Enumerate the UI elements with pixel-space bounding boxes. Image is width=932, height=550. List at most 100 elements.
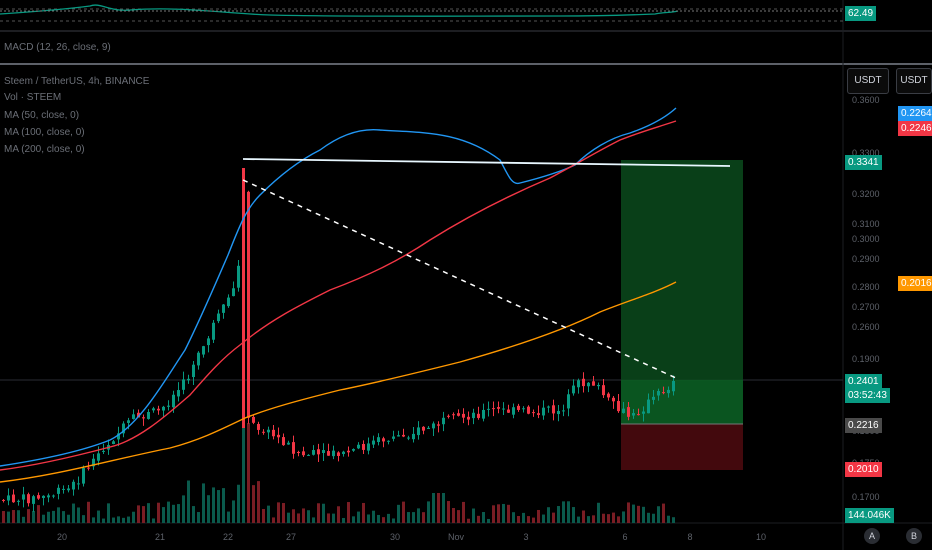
volume-bar xyxy=(157,502,160,523)
price-tick-label: 0.3200 xyxy=(852,189,880,199)
countdown-tag: 03:52:43 xyxy=(845,388,890,403)
candle-body xyxy=(642,411,645,414)
ma200-price-tag: 0.2016 xyxy=(898,276,932,291)
candle-body xyxy=(557,410,560,415)
candle-body xyxy=(102,450,105,452)
volume-bar xyxy=(227,511,230,523)
symbol-label[interactable]: Steem / TetherUS, 4h, BINANCE xyxy=(4,76,150,87)
candle-body xyxy=(57,487,60,494)
volume-bar xyxy=(177,504,180,523)
currency-button-1[interactable]: USDT xyxy=(847,68,889,94)
candle-body xyxy=(667,389,670,394)
volume-bar xyxy=(467,518,470,523)
volume-bar xyxy=(482,512,485,523)
rsi-line xyxy=(0,4,679,17)
candle-body xyxy=(42,495,45,499)
candle-body xyxy=(147,412,150,419)
candle-body xyxy=(412,433,415,440)
macd-label[interactable]: MACD (12, 26, close, 9) xyxy=(4,42,111,53)
candle-body xyxy=(152,408,155,411)
candle-body xyxy=(467,416,470,420)
candle-body xyxy=(332,450,335,457)
volume-bar xyxy=(37,505,40,523)
candle-body xyxy=(552,405,555,414)
ma50-price-tag: 0.2264 xyxy=(898,106,932,121)
volume-bar xyxy=(237,484,240,523)
volume-bar xyxy=(297,513,300,523)
candle-body xyxy=(482,409,485,419)
candle-body xyxy=(537,413,540,415)
volume-bar xyxy=(457,510,460,523)
price-tick-label: 0.3300 xyxy=(852,148,880,158)
volume-bar xyxy=(607,514,610,523)
volume-bar xyxy=(372,510,375,523)
candle-body xyxy=(117,433,120,440)
volume-bar xyxy=(57,507,60,523)
volume-bar xyxy=(77,507,80,523)
volume-bar xyxy=(642,506,645,523)
ma50-label[interactable]: MA (50, close, 0) xyxy=(4,110,80,121)
candle-body xyxy=(502,408,505,410)
candle-body xyxy=(532,412,535,414)
candle-body xyxy=(122,423,125,434)
currency-button-2[interactable]: USDT xyxy=(896,68,932,94)
ma100-label[interactable]: MA (100, close, 0) xyxy=(4,127,85,138)
time-tick-label: 21 xyxy=(155,532,165,542)
ma100-price-tag: 0.2246 xyxy=(898,121,932,136)
volume-bar xyxy=(672,517,675,523)
volume-bar xyxy=(592,515,595,523)
target-zone xyxy=(621,160,743,380)
volume-bar xyxy=(537,509,540,523)
volume-bar xyxy=(427,501,430,523)
ma200-label[interactable]: MA (200, close, 0) xyxy=(4,144,85,155)
volume-value-tag: 144.046K xyxy=(845,508,894,523)
volume-bar xyxy=(627,502,630,523)
volume-bar xyxy=(247,423,250,523)
volume-bar xyxy=(602,513,605,523)
volume-bar xyxy=(502,503,505,523)
time-tick-label: 20 xyxy=(57,532,67,542)
volume-bar xyxy=(652,513,655,523)
candle-body xyxy=(252,416,255,423)
candle-body xyxy=(352,449,355,451)
candle-body xyxy=(177,390,180,397)
ma100-line xyxy=(0,120,677,471)
log-scale-button[interactable]: B xyxy=(906,528,922,544)
candle-body xyxy=(597,384,600,387)
volume-bar xyxy=(222,488,225,523)
volume-label[interactable]: Vol · STEEM xyxy=(4,92,62,103)
time-tick-label: 8 xyxy=(687,532,692,542)
candle-body xyxy=(187,378,190,381)
candle-body xyxy=(307,454,310,456)
volume-bar xyxy=(362,502,365,523)
volume-bar xyxy=(82,515,85,523)
volume-bar xyxy=(662,503,665,523)
candle-body xyxy=(2,499,5,501)
volume-bar xyxy=(122,517,125,523)
volume-bar xyxy=(137,505,140,523)
volume-bar xyxy=(112,517,115,523)
volume-bar xyxy=(322,503,325,523)
volume-bar xyxy=(317,503,320,523)
candle-body xyxy=(657,391,660,396)
volume-bars xyxy=(2,423,675,523)
price-tick-label: 0.2900 xyxy=(852,254,880,264)
candle-body xyxy=(522,408,525,410)
candle-body xyxy=(17,500,20,502)
candle-body xyxy=(7,495,10,501)
candle-body xyxy=(587,382,590,387)
volume-bar xyxy=(532,517,535,523)
volume-bar xyxy=(552,512,555,523)
candle-body xyxy=(287,442,290,445)
candle-body xyxy=(377,437,380,443)
candle-body xyxy=(192,364,195,378)
auto-scale-button[interactable]: A xyxy=(864,528,880,544)
volume-bar xyxy=(342,517,345,523)
candle-body xyxy=(132,414,135,419)
candle-body xyxy=(27,494,30,504)
volume-bar xyxy=(387,513,390,523)
time-tick-label: Nov xyxy=(448,532,465,542)
candle-body xyxy=(452,414,455,416)
volume-bar xyxy=(302,508,305,523)
